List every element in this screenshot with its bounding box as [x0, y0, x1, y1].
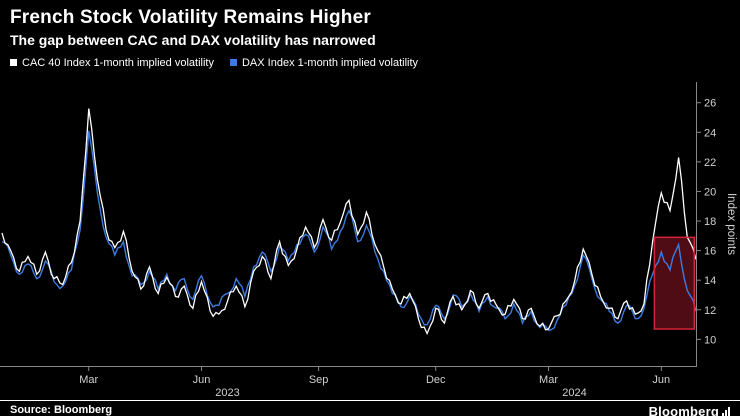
- legend-label-cac: CAC 40 Index 1-month implied volatility: [22, 56, 214, 69]
- x-tick-label: Jun: [652, 374, 670, 386]
- cac-swatch-icon: [10, 59, 17, 66]
- dax-swatch-icon: [229, 59, 237, 66]
- highlight-box-border: [653, 236, 696, 330]
- y-tick-label: 14: [704, 275, 716, 287]
- y-tick-label: 22: [704, 157, 716, 169]
- x-tick-label: Sep: [309, 374, 329, 386]
- cac-line: [1, 108, 697, 336]
- y-tick-label: 16: [704, 246, 716, 258]
- highlight-box-fill: [654, 237, 695, 330]
- x-tick-label: Jun: [193, 374, 211, 386]
- y-tick-label: 20: [704, 186, 716, 198]
- chart-footer: Source: Bloomberg Bloomberg: [0, 400, 740, 416]
- chart-title: French Stock Volatility Remains Higher: [10, 7, 371, 28]
- chart-subtitle: The gap between CAC and DAX volatility h…: [10, 32, 376, 48]
- volatility-line-chart: 10 12 14 16 18 20 22 24 26 Mar Jun Sep Dec Mar Jun 2023…: [0, 82, 737, 399]
- x-tick-label: Mar: [79, 374, 98, 386]
- legend-item-cac: CAC 40 Index 1-month implied volatility: [10, 57, 214, 69]
- y-tick-label: 24: [704, 127, 716, 139]
- bloomberg-wordmark: Bloomberg: [648, 404, 719, 416]
- source-note: Source: Bloomberg: [10, 404, 113, 416]
- legend-label-dax: DAX Index 1-month implied volatility: [241, 56, 419, 69]
- year-label: 2023: [215, 387, 239, 399]
- y-tick-label: 10: [704, 334, 716, 346]
- y-axis-title: Index points: [725, 193, 737, 255]
- year-label: 2024: [562, 387, 586, 399]
- chart-legend: CAC 40 Index 1-month implied volatility …: [10, 56, 730, 69]
- y-tick-label: 18: [704, 216, 716, 228]
- chart-header: French Stock Volatility Remains Higher T…: [0, 0, 740, 69]
- legend-item-dax: DAX Index 1-month implied volatility: [229, 56, 419, 69]
- y-tick-label: 12: [704, 305, 716, 317]
- dax-line: [1, 130, 697, 332]
- bloomberg-logo: Bloomberg: [649, 404, 730, 416]
- chart-area: 10 12 14 16 18 20 22 24 26 Mar Jun Sep Dec Mar Jun 2023…: [0, 70, 740, 400]
- x-tick-label: Mar: [539, 374, 558, 386]
- bloomberg-bars-icon: [722, 407, 730, 416]
- x-tick-label: Dec: [426, 374, 446, 386]
- y-tick-label: 26: [704, 98, 716, 110]
